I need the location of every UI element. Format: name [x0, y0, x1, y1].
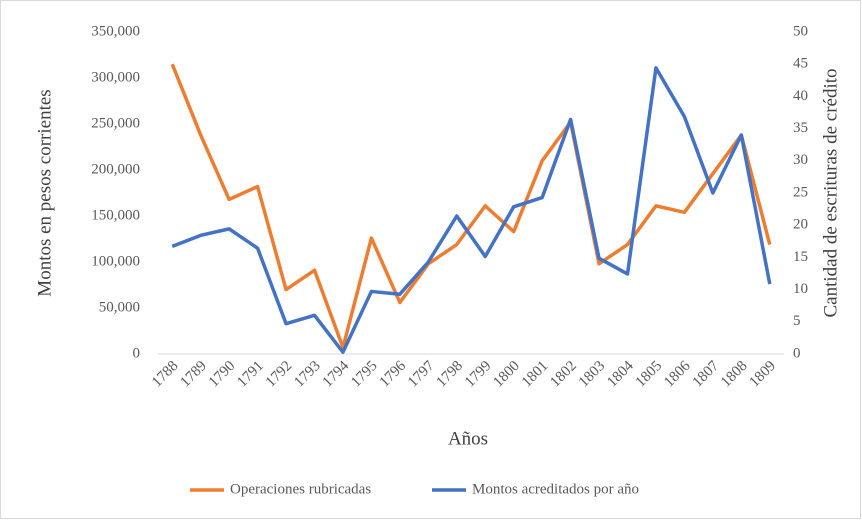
y-tick-label: 350,000	[91, 23, 140, 39]
y2-tick-label: 5	[793, 313, 801, 329]
series-line	[170, 63, 772, 350]
y2-tick-label: 45	[793, 56, 808, 72]
legend-label: Montos acreditados por año	[472, 481, 639, 497]
y-tick-label: 0	[133, 345, 141, 361]
y2-tick-label: 10	[793, 281, 808, 297]
y-tick-label: 50,000	[99, 299, 140, 315]
y2-axis-title: Cantidad de escrituras de crédito	[820, 68, 841, 317]
y2-tick-label: 50	[793, 23, 808, 39]
y2-tick-label: 25	[793, 184, 808, 200]
y2-tick-label: 15	[793, 249, 808, 265]
y2-tick-label: 20	[793, 217, 808, 233]
y-axis-title: Montos en pesos corrientes	[34, 89, 55, 296]
legend-label: Operaciones rubricadas	[230, 481, 371, 497]
y2-tick-label: 40	[793, 88, 808, 104]
y-tick-label: 200,000	[91, 161, 140, 177]
y-tick-label: 300,000	[91, 69, 140, 85]
x-axis-title: Años	[448, 428, 488, 449]
y-tick-label: 150,000	[91, 207, 140, 223]
y-tick-label: 100,000	[91, 253, 140, 269]
y2-tick-label: 35	[793, 120, 808, 136]
y2-tick-label: 30	[793, 152, 808, 168]
series-line	[171, 66, 772, 354]
y2-tick-label: 0	[793, 345, 801, 361]
y-tick-label: 250,000	[91, 115, 140, 131]
